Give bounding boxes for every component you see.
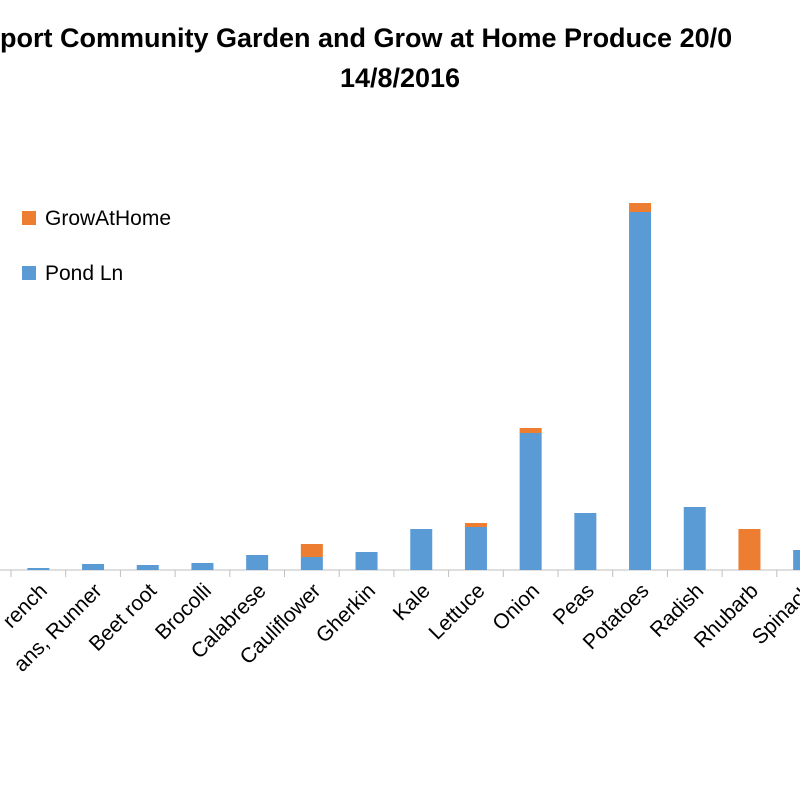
legend-label: GrowAtHome	[45, 207, 171, 230]
chart-subtitle: 14/8/2016	[340, 63, 460, 93]
bar-segment	[410, 529, 433, 570]
x-tick-label: Peas	[549, 579, 599, 629]
bar-segment	[191, 563, 214, 570]
bar-segment	[464, 527, 487, 570]
bar-segment	[738, 529, 761, 570]
bar-segment	[300, 544, 323, 557]
bar-segment	[519, 433, 542, 570]
x-tick-label: Lettuce	[425, 579, 490, 644]
bar-segment	[683, 507, 706, 570]
bar-segment	[246, 555, 269, 570]
bar-segment	[629, 203, 652, 212]
legend-label: Pond Ln	[45, 262, 123, 285]
bar-segment	[629, 212, 652, 570]
bar-segment	[464, 523, 487, 527]
legend-swatch	[22, 266, 36, 280]
bar-segment	[136, 565, 159, 570]
x-tick-label: Gherkin	[312, 579, 380, 647]
bar-segment	[355, 552, 378, 570]
chart-title: port Community Garden and Grow at Home P…	[0, 23, 732, 53]
x-tick-label: Kale	[389, 579, 435, 625]
bar-segment	[82, 564, 105, 570]
bar-segment	[27, 568, 50, 570]
bar-segment	[519, 428, 542, 433]
bar-segment	[300, 557, 323, 570]
bar-segment	[574, 513, 597, 570]
bar-segment	[793, 550, 800, 570]
legend-swatch	[22, 211, 36, 225]
x-tick-label: Onion	[488, 579, 544, 635]
